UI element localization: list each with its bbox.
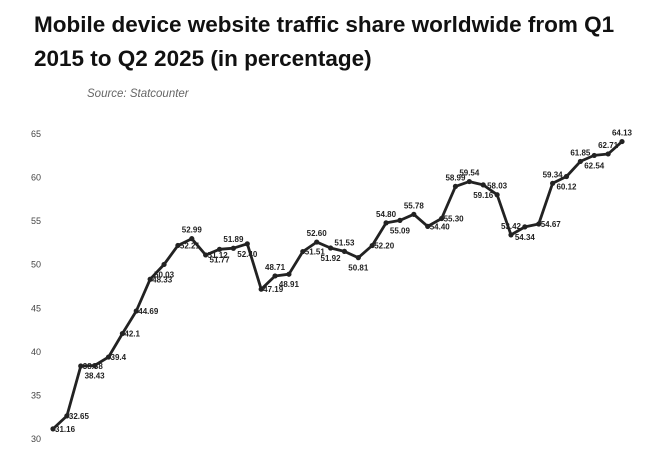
- data-point: [327, 245, 334, 251]
- data-label: 52.99: [182, 226, 203, 235]
- data-point: [230, 245, 237, 251]
- data-point: [383, 220, 389, 226]
- data-point: [411, 211, 417, 217]
- data-point: [397, 217, 403, 223]
- data-point: [494, 192, 500, 198]
- data-point: [522, 224, 528, 230]
- data-label: 31.16: [55, 425, 76, 434]
- data-label: 54.80: [376, 210, 397, 219]
- y-tick-label: 65: [31, 129, 41, 139]
- data-label: 52.20: [374, 242, 395, 251]
- y-tick-label: 45: [31, 303, 41, 313]
- data-point: [591, 152, 597, 159]
- data-label: 44.69: [138, 307, 159, 316]
- data-label: 54.67: [541, 220, 562, 229]
- data-point: [175, 242, 181, 249]
- data-point: [78, 363, 84, 369]
- data-label: 54.34: [515, 233, 536, 242]
- data-point: [536, 221, 542, 227]
- data-point: [466, 178, 472, 185]
- data-point: [619, 138, 625, 145]
- y-axis: 30 35 40 45 50 55 60 65: [31, 129, 41, 444]
- data-point: [425, 223, 431, 229]
- data-label: 48.71: [265, 263, 286, 272]
- data-point: [258, 286, 264, 292]
- data-label: 52.21: [180, 241, 201, 250]
- data-point: [314, 239, 320, 245]
- data-point: [244, 241, 250, 247]
- data-point: [92, 362, 98, 369]
- data-point: [105, 354, 112, 360]
- data-label: 59.34: [543, 170, 564, 179]
- y-tick-label: 55: [31, 216, 41, 226]
- data-point: [341, 248, 348, 254]
- data-label: 50.81: [348, 264, 369, 273]
- data-label: 62.71: [598, 141, 619, 150]
- chart-title: Mobile device website traffic share worl…: [34, 12, 615, 71]
- data-point: [203, 252, 209, 258]
- data-point: [161, 261, 167, 268]
- data-point: [50, 426, 56, 432]
- data-point: [272, 273, 278, 279]
- y-tick-label: 35: [31, 390, 41, 400]
- data-point: [300, 248, 306, 255]
- data-label: 55.30: [444, 215, 465, 224]
- data-label: 48.33: [152, 275, 173, 284]
- data-label: 52.40: [237, 250, 258, 259]
- data-point: [147, 276, 153, 282]
- data-label: 55.09: [390, 226, 411, 235]
- data-label: 59.54: [459, 169, 480, 178]
- data-point: [577, 158, 583, 165]
- data-point: [550, 180, 556, 186]
- y-tick-label: 60: [31, 173, 41, 183]
- data-label: 32.65: [69, 412, 90, 421]
- data-label: 55.78: [404, 201, 425, 210]
- y-tick-label: 30: [31, 434, 41, 444]
- data-label: 59.16: [473, 191, 494, 200]
- data-label: 64.13: [612, 129, 633, 138]
- data-label: 58.03: [487, 182, 508, 191]
- data-point: [605, 151, 611, 157]
- data-label: 62.54: [584, 161, 605, 170]
- data-label: 61.85: [570, 148, 591, 157]
- data-label: 50.03: [154, 270, 175, 279]
- data-point: [216, 246, 223, 252]
- data-label: 51.77: [210, 255, 231, 264]
- data-point: [438, 215, 445, 222]
- data-label: 51.89: [223, 235, 244, 244]
- data-label: 47.19: [263, 285, 284, 294]
- data-label: 52.60: [307, 229, 328, 238]
- data-label: 53.42: [501, 222, 522, 231]
- series-line: [51, 140, 624, 431]
- data-label: 51.51: [305, 248, 326, 257]
- data-label: 54.40: [430, 222, 451, 231]
- y-tick-label: 40: [31, 347, 41, 357]
- data-label: 51.12: [208, 251, 229, 260]
- data-label: 38.43: [85, 372, 106, 381]
- data-label: 51.53: [334, 238, 355, 247]
- data-point: [563, 173, 570, 180]
- data-label: 60.12: [556, 183, 577, 192]
- data-label: 42.1: [124, 330, 140, 339]
- data-point: [452, 183, 459, 189]
- data-point: [508, 232, 514, 238]
- data-point: [64, 413, 70, 419]
- data-label: 39.4: [111, 353, 127, 362]
- data-label: 48.91: [279, 280, 300, 289]
- y-tick-label: 50: [31, 260, 41, 270]
- data-point: [119, 330, 125, 337]
- source-note: Source: Statcounter: [87, 88, 189, 100]
- data-point: [355, 255, 361, 261]
- data-label: 58.99: [445, 173, 466, 182]
- plot-area: 31.1632.6538.3838.4339.442.144.6948.3350…: [50, 129, 633, 434]
- data-point: [480, 182, 486, 188]
- data-label: 51.92: [321, 254, 342, 263]
- data-point: [189, 236, 195, 242]
- data-point: [286, 271, 292, 277]
- data-point: [133, 308, 139, 314]
- data-point: [369, 242, 375, 249]
- data-label: 38.38: [83, 362, 104, 371]
